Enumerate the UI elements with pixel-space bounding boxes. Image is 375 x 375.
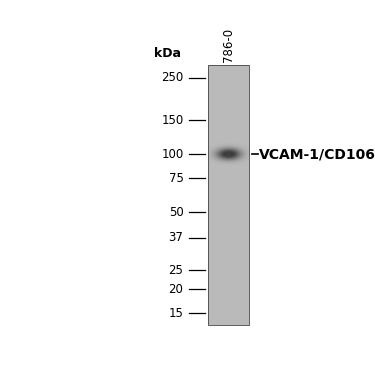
Text: kDa: kDa — [154, 47, 181, 60]
Text: 100: 100 — [161, 148, 183, 161]
Text: VCAM-1/CD106: VCAM-1/CD106 — [259, 147, 375, 161]
Bar — [208, 65, 249, 325]
Text: 250: 250 — [161, 71, 183, 84]
Text: 786-0: 786-0 — [222, 28, 235, 62]
Text: 75: 75 — [169, 172, 183, 185]
Text: 15: 15 — [169, 307, 183, 320]
Text: 150: 150 — [161, 114, 183, 127]
Text: 37: 37 — [169, 231, 183, 244]
Text: 50: 50 — [169, 206, 183, 219]
Text: 25: 25 — [169, 264, 183, 277]
Text: 20: 20 — [169, 282, 183, 296]
